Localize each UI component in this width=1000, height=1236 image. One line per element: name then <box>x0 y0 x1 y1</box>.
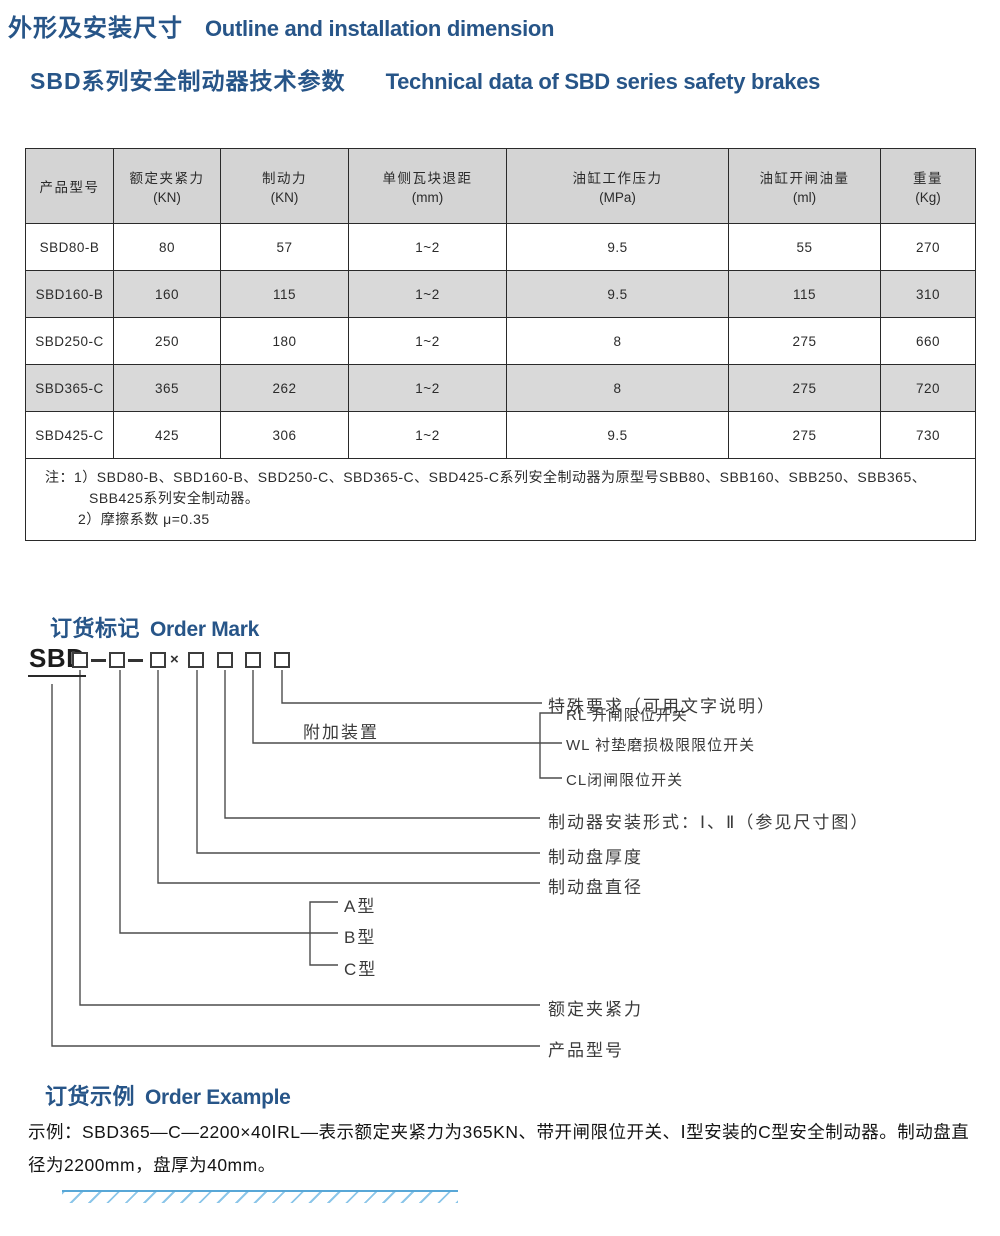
cell-value: 115 <box>220 270 349 318</box>
order-mark-title-en: Order Mark <box>150 618 260 641</box>
label-type-c: C型 <box>344 960 378 979</box>
cell-value: 1~2 <box>348 364 507 412</box>
order-mark-diagram: SBD × 特殊要求（可用文字说明） RL 开闸限位开关 WL 衬垫磨损极限限位… <box>0 600 1000 1100</box>
label-type-a: A型 <box>344 897 377 916</box>
section-title-order-example: 订货示例 Order Example <box>45 1079 291 1111</box>
cell-value: 9.5 <box>506 270 729 318</box>
cell-value: 1~2 <box>348 411 507 459</box>
cell-value: 9.5 <box>506 223 729 271</box>
note-line-1: 注：1）SBD80-B、SBD160-B、SBD250-C、SBD365-C、S… <box>45 469 927 485</box>
page-title: 外形及安装尺寸 Outline and installation dimensio… <box>8 8 554 43</box>
section-title-order-mark: 订货标记 Order Mark <box>50 611 259 643</box>
table-row: SBD160-B 160 115 1~2 9.5 115 310 <box>25 270 976 318</box>
cell-model: SBD160-B <box>25 270 114 318</box>
label-product-model: 产品型号 <box>548 1041 624 1060</box>
cell-value: 660 <box>880 317 976 365</box>
label-disc-diameter: 制动盘直径 <box>548 878 643 897</box>
label-rl-switch: RL 开闸限位开关 <box>566 707 688 724</box>
order-code-box-attachment <box>245 652 261 668</box>
technical-data-table: 产品型号 额定夹紧力 (KN) 制动力 (KN) 单侧瓦块退距 (mm) 油缸工作压力… <box>25 148 976 541</box>
section-title-technical-data: SBD系列安全制动器技术参数 Technical data of SBD seri… <box>30 62 820 96</box>
col-header-pad-retraction: 单侧瓦块退距 (mm) <box>348 148 507 224</box>
label-cl-switch: CL闭闸限位开关 <box>566 772 684 789</box>
cell-value: 275 <box>728 317 881 365</box>
cell-value: 425 <box>113 411 221 459</box>
label-clamping-force: 额定夹紧力 <box>548 1000 643 1019</box>
cell-value: 275 <box>728 411 881 459</box>
spec-table: 产品型号 额定夹紧力 (KN) 制动力 (KN) 单侧瓦块退距 (mm) 油缸工作压力… <box>25 148 976 541</box>
label-attachment: 附加装置 <box>303 723 379 742</box>
table-note: 注：1）SBD80-B、SBD160-B、SBD250-C、SBD365-C、S… <box>25 458 976 541</box>
hatch-divider-decoration <box>62 1190 458 1203</box>
cell-value: 1~2 <box>348 270 507 318</box>
cell-value: 306 <box>220 411 349 459</box>
order-code-prefix: SBD <box>28 643 87 677</box>
label-wl-switch: WL 衬垫磨损极限限位开关 <box>566 737 756 754</box>
cell-value: 720 <box>880 364 976 412</box>
cell-model: SBD425-C <box>25 411 114 459</box>
cell-value: 115 <box>728 270 881 318</box>
col-header-model: 产品型号 <box>25 148 114 224</box>
col-header-clamping-force: 额定夹紧力 (KN) <box>113 148 221 224</box>
col-header-working-pressure: 油缸工作压力 (MPa) <box>506 148 729 224</box>
cell-value: 365 <box>113 364 221 412</box>
cell-model: SBD80-B <box>25 223 114 271</box>
cell-value: 8 <box>506 317 729 365</box>
cell-value: 8 <box>506 364 729 412</box>
label-mounting-form: 制动器安装形式：Ⅰ、Ⅱ（参见尺寸图） <box>548 813 870 832</box>
cell-value: 1~2 <box>348 223 507 271</box>
cell-value: 250 <box>113 317 221 365</box>
col-header-braking-force: 制动力 (KN) <box>220 148 349 224</box>
col-header-oil-volume: 油缸开闸油量 (ml) <box>728 148 881 224</box>
order-example-title-en: Order Example <box>145 1086 291 1109</box>
order-code-box-mounting <box>217 652 233 668</box>
label-disc-thickness: 制动盘厚度 <box>548 848 643 867</box>
dash-separator <box>128 659 143 662</box>
cell-value: 1~2 <box>348 317 507 365</box>
cell-value: 270 <box>880 223 976 271</box>
note-line-3: 2）摩擦系数 μ=0.35 <box>78 511 210 527</box>
cell-value: 9.5 <box>506 411 729 459</box>
col-header-weight: 重量 (Kg) <box>880 148 976 224</box>
cell-value: 730 <box>880 411 976 459</box>
order-code-box-disc-thickness <box>188 652 204 668</box>
table-row: SBD80-B 80 57 1~2 9.5 55 270 <box>25 223 976 271</box>
order-mark-connector-lines <box>51 670 562 1047</box>
order-example-title-cn: 订货示例 <box>45 1084 136 1109</box>
page-title-cn: 外形及安装尺寸 <box>8 15 183 42</box>
order-code-box-clamping <box>72 652 88 668</box>
cell-value: 160 <box>113 270 221 318</box>
order-example-text: 示例：SBD365—C—2200×40ⅠRL—表示额定夹紧力为365KN、带开闸… <box>28 1122 970 1175</box>
dash-separator <box>91 659 106 662</box>
table-row: SBD250-C 250 180 1~2 8 275 660 <box>25 317 976 365</box>
cell-value: 310 <box>880 270 976 318</box>
page-title-en: Outline and installation dimension <box>205 16 555 41</box>
order-code-box-special <box>274 652 290 668</box>
section-title-en: Technical data of SBD series safety brak… <box>385 69 821 94</box>
cell-value: 262 <box>220 364 349 412</box>
label-special-requirement: 特殊要求（可用文字说明） <box>548 697 776 716</box>
multiply-sign: × <box>170 651 179 668</box>
order-code-box-type <box>109 652 125 668</box>
label-type-b: B型 <box>344 928 377 947</box>
table-header-row: 产品型号 额定夹紧力 (KN) 制动力 (KN) 单侧瓦块退距 (mm) 油缸工作压力… <box>25 148 976 224</box>
cell-model: SBD365-C <box>25 364 114 412</box>
table-row: SBD365-C 365 262 1~2 8 275 720 <box>25 364 976 412</box>
note-line-2: SBB425系列安全制动器。 <box>89 490 260 506</box>
order-code-box-disc-diameter <box>150 652 166 668</box>
cell-model: SBD250-C <box>25 317 114 365</box>
cell-value: 80 <box>113 223 221 271</box>
table-note-row: 注：1）SBD80-B、SBD160-B、SBD250-C、SBD365-C、S… <box>25 458 976 541</box>
cell-value: 275 <box>728 364 881 412</box>
order-mark-title-cn: 订货标记 <box>50 616 141 641</box>
section-title-cn: SBD系列安全制动器技术参数 <box>30 68 346 94</box>
cell-value: 55 <box>728 223 881 271</box>
cell-value: 180 <box>220 317 349 365</box>
cell-value: 57 <box>220 223 349 271</box>
table-row: SBD425-C 425 306 1~2 9.5 275 730 <box>25 411 976 459</box>
